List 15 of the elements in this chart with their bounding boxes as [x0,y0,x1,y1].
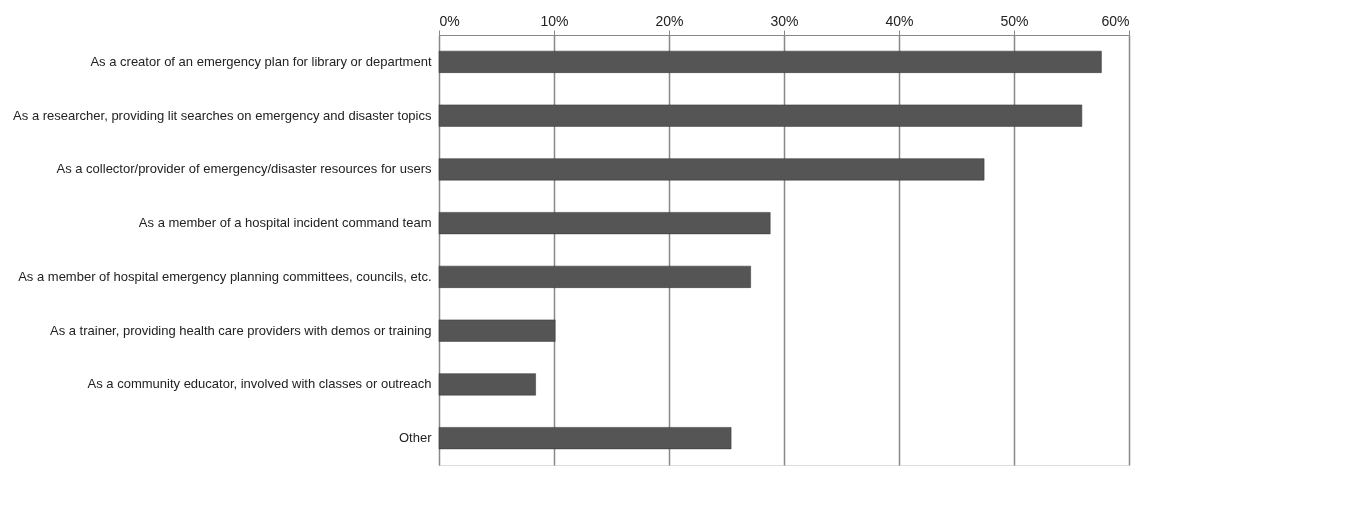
x-tick-label: 0% [439,12,460,29]
x-tick-label: 50% [1000,12,1029,29]
y-tick-label: As a collector/provider of emergency/disaster resources for users [56,161,432,177]
x-tick-label: 10% [540,12,569,29]
y-tick-label: As a member of hospital emergency planning committees, councils, etc. [18,268,432,284]
x-tick-label: 60% [1101,12,1130,29]
y-tick-label: As a creator of an emergency plan for library or department [90,53,432,69]
y-tick-label: As a member of a hospital incident command team [138,215,432,231]
x-tick-label: 40% [885,12,914,29]
y-tick-label: As a community educator, involved with classes or outreach [87,376,432,392]
y-tick-label: Other [398,430,433,446]
x-tick-label: 30% [770,12,799,29]
y-tick-label: As a researcher, providing lit searches on emergency and disaster topics [13,107,432,123]
x-tick-label: 20% [655,12,684,29]
y-tick-label: As a trainer, providing health care providers with demos or training [49,322,432,338]
